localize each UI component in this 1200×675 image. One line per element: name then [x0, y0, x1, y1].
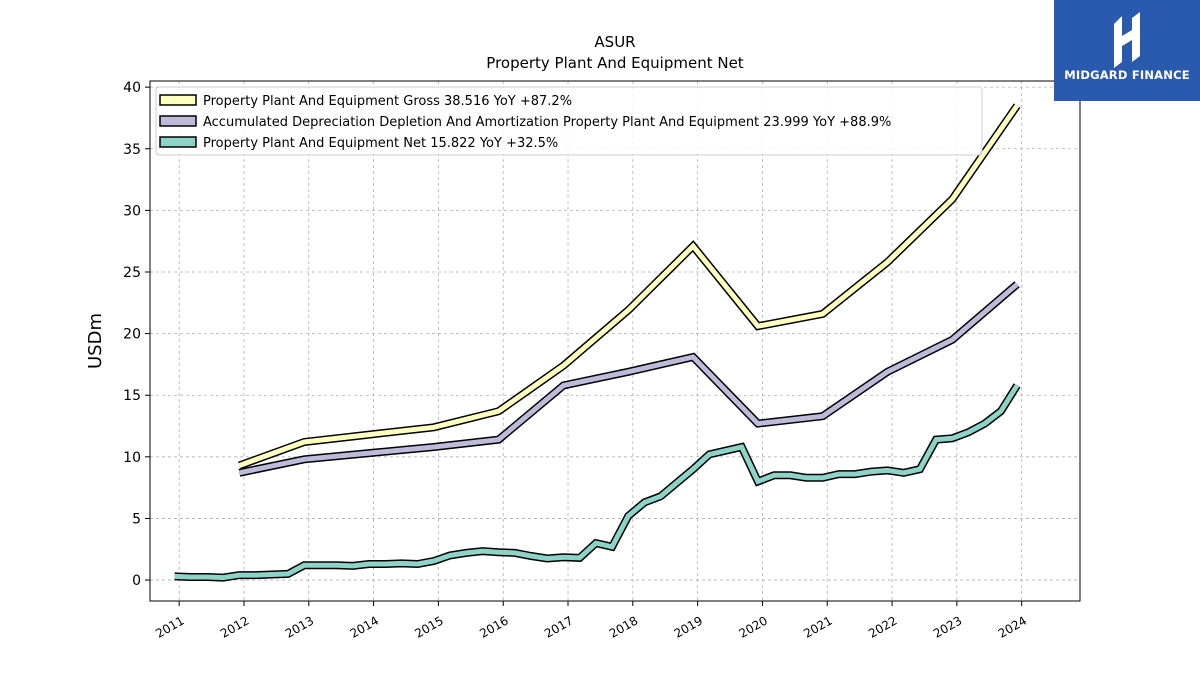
series-layer [174, 103, 1021, 582]
legend-label: Accumulated Depreciation Depletion And A… [203, 115, 891, 130]
chart-title: ASUR [594, 33, 635, 51]
series-line-1 [238, 282, 1019, 476]
series-line-2 [174, 384, 1020, 581]
y-tick-label: 30 [123, 203, 141, 219]
y-tick-label: 5 [132, 511, 141, 527]
legend: Property Plant And Equipment Gross 38.51… [155, 86, 983, 156]
legend-box [155, 86, 983, 156]
y-tick-label: 35 [123, 142, 141, 158]
legend-swatch [159, 136, 197, 148]
chart-subtitle: Property Plant And Equipment Net [486, 54, 743, 72]
y-axis-label: USDm [85, 313, 106, 369]
legend-label: Property Plant And Equipment Gross 38.51… [203, 94, 572, 109]
brand-logo: MIDGARD FINANCE [1054, 0, 1200, 101]
y-tick-label: 25 [123, 265, 141, 281]
legend-label: Property Plant And Equipment Net 15.822 … [203, 136, 558, 151]
y-tick-label: 10 [123, 450, 141, 466]
y-tick-label: 15 [123, 388, 141, 404]
brand-name: MIDGARD FINANCE [1064, 68, 1190, 82]
legend-swatch [159, 94, 197, 106]
series-line-0 [238, 104, 1020, 468]
legend-swatch [159, 115, 197, 127]
brand-logo-icon [1114, 12, 1140, 68]
y-tick-label: 40 [123, 80, 141, 96]
y-tick-label: 20 [123, 327, 141, 343]
y-tick-label: 0 [132, 573, 141, 589]
plot-frame [149, 80, 1081, 602]
